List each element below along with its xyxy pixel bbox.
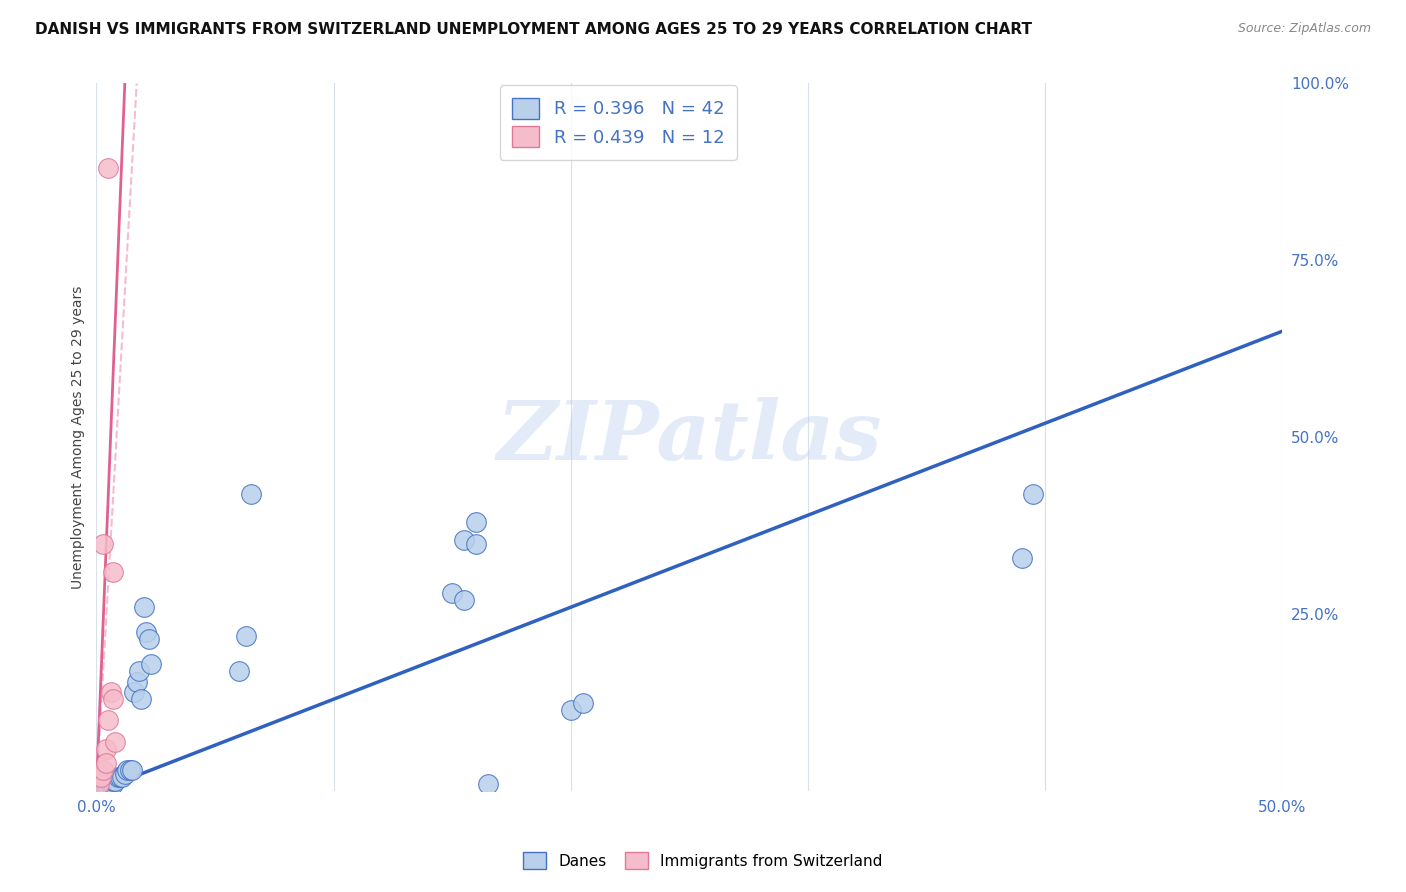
Text: ZIPatlas: ZIPatlas <box>496 397 882 477</box>
Point <box>228 664 250 678</box>
Legend: Danes, Immigrants from Switzerland: Danes, Immigrants from Switzerland <box>517 846 889 875</box>
Point <box>477 777 499 791</box>
Point <box>124 685 146 699</box>
Point <box>453 593 475 607</box>
Point <box>131 692 153 706</box>
Point <box>114 766 136 780</box>
Point <box>560 703 582 717</box>
Point <box>138 632 160 646</box>
Point <box>464 536 486 550</box>
Point <box>100 777 122 791</box>
Point <box>235 628 257 642</box>
Point <box>100 685 122 699</box>
Point <box>101 773 124 788</box>
Point <box>101 777 124 791</box>
Point <box>90 777 112 791</box>
Point <box>90 770 112 784</box>
Point <box>111 770 134 784</box>
Point <box>104 734 127 748</box>
Point <box>94 756 117 770</box>
Point <box>125 674 148 689</box>
Point <box>132 600 155 615</box>
Point <box>100 773 122 788</box>
Legend: R = 0.396   N = 42, R = 0.439   N = 12: R = 0.396 N = 42, R = 0.439 N = 12 <box>499 86 737 160</box>
Point <box>87 780 110 795</box>
Point <box>139 657 162 671</box>
Point <box>104 773 127 788</box>
Point <box>101 565 124 579</box>
Point <box>97 161 120 176</box>
Point <box>128 664 150 678</box>
Point <box>94 777 117 791</box>
Point <box>93 777 115 791</box>
Point <box>118 763 141 777</box>
Point <box>108 770 131 784</box>
Point <box>239 487 262 501</box>
Point <box>93 536 115 550</box>
Point <box>1011 550 1033 565</box>
Y-axis label: Unemployment Among Ages 25 to 29 years: Unemployment Among Ages 25 to 29 years <box>72 285 86 589</box>
Text: Source: ZipAtlas.com: Source: ZipAtlas.com <box>1237 22 1371 36</box>
Point <box>90 780 112 795</box>
Point <box>115 763 138 777</box>
Point <box>571 696 593 710</box>
Point <box>94 780 117 795</box>
Point <box>121 763 143 777</box>
Point <box>94 741 117 756</box>
Point <box>87 777 110 791</box>
Point <box>93 780 115 795</box>
Point <box>101 692 124 706</box>
Text: DANISH VS IMMIGRANTS FROM SWITZERLAND UNEMPLOYMENT AMONG AGES 25 TO 29 YEARS COR: DANISH VS IMMIGRANTS FROM SWITZERLAND UN… <box>35 22 1032 37</box>
Point <box>107 770 129 784</box>
Point <box>135 624 157 639</box>
Point <box>1022 487 1045 501</box>
Point <box>464 516 486 530</box>
Point <box>441 586 464 600</box>
Point <box>93 763 115 777</box>
Point <box>453 533 475 547</box>
Point <box>97 773 120 788</box>
Point <box>97 780 120 795</box>
Point <box>97 714 120 728</box>
